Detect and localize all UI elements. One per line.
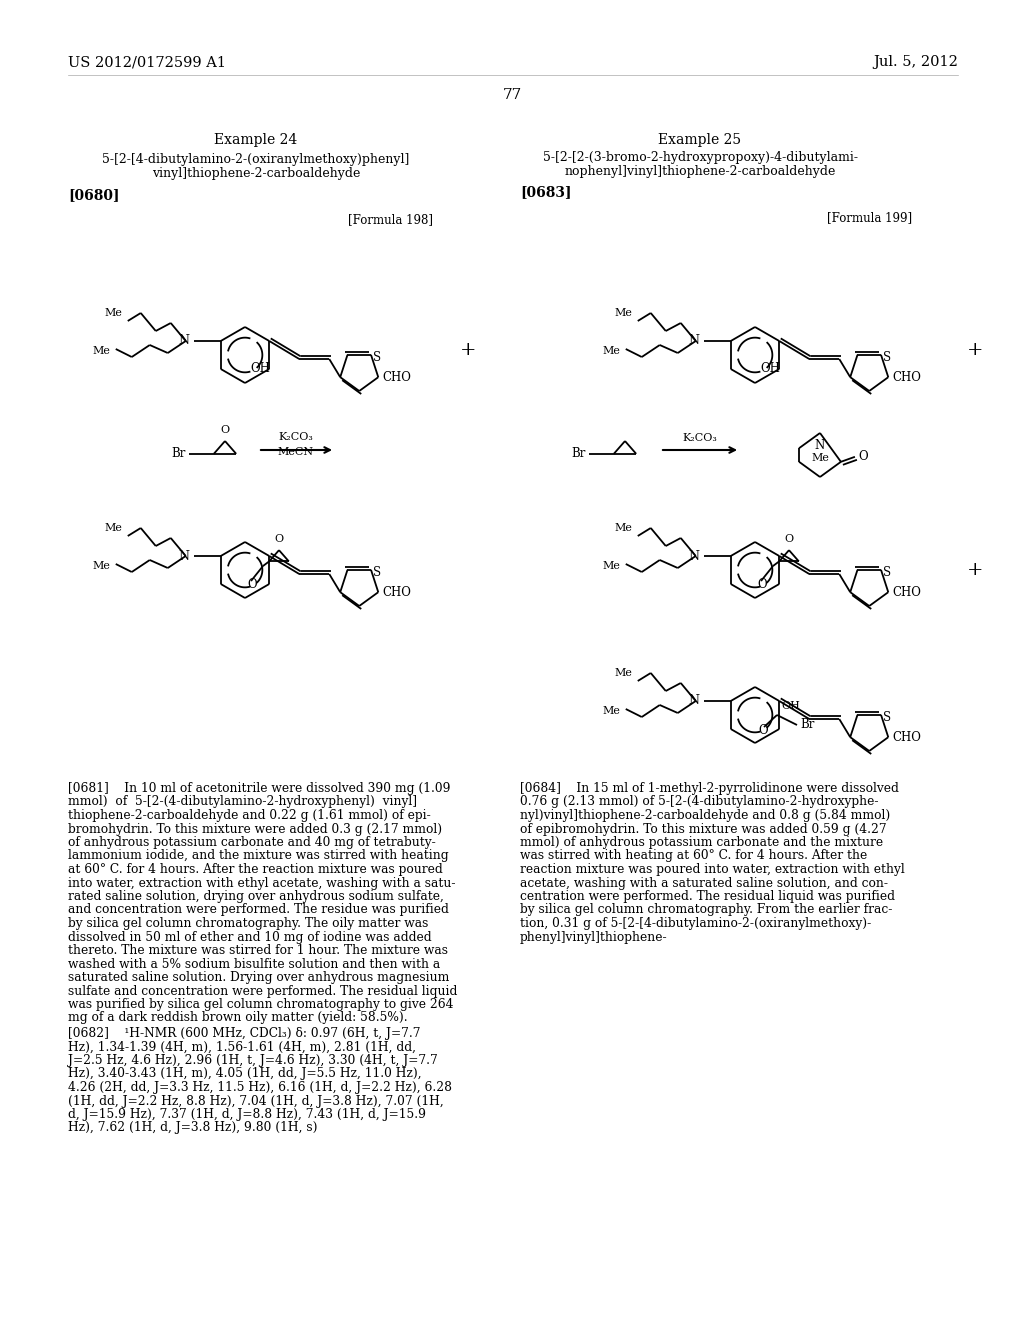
Text: vinyl]thiophene-2-carboaldehyde: vinyl]thiophene-2-carboaldehyde: [152, 168, 360, 181]
Text: [0681]    In 10 ml of acetonitrile were dissolved 390 mg (1.09: [0681] In 10 ml of acetonitrile were dis…: [68, 781, 451, 795]
Text: (1H, dd, J=2.2 Hz, 8.8 Hz), 7.04 (1H, d, J=3.8 Hz), 7.07 (1H,: (1H, dd, J=2.2 Hz, 8.8 Hz), 7.04 (1H, d,…: [68, 1094, 443, 1107]
Text: Me: Me: [614, 668, 633, 678]
Text: was stirred with heating at 60° C. for 4 hours. After the: was stirred with heating at 60° C. for 4…: [520, 850, 867, 862]
Text: Hz), 7.62 (1H, d, J=3.8 Hz), 9.80 (1H, s): Hz), 7.62 (1H, d, J=3.8 Hz), 9.80 (1H, s…: [68, 1122, 317, 1134]
Text: OH: OH: [760, 363, 780, 375]
Text: Me: Me: [104, 523, 123, 533]
Text: MeCN: MeCN: [278, 447, 314, 457]
Text: +: +: [967, 341, 983, 359]
Text: S: S: [883, 711, 891, 725]
Text: O: O: [247, 578, 257, 590]
Text: US 2012/0172599 A1: US 2012/0172599 A1: [68, 55, 226, 69]
Text: rated saline solution, drying over anhydrous sodium sulfate,: rated saline solution, drying over anhyd…: [68, 890, 443, 903]
Text: O: O: [220, 425, 229, 436]
Text: thereto. The mixture was stirred for 1 hour. The mixture was: thereto. The mixture was stirred for 1 h…: [68, 944, 449, 957]
Text: Br: Br: [171, 447, 185, 461]
Text: acetate, washing with a saturated saline solution, and con-: acetate, washing with a saturated saline…: [520, 876, 888, 890]
Text: centration were performed. The residual liquid was purified: centration were performed. The residual …: [520, 890, 895, 903]
Text: by silica gel column chromatography. The oily matter was: by silica gel column chromatography. The…: [68, 917, 428, 931]
Text: was purified by silica gel column chromatography to give 264: was purified by silica gel column chroma…: [68, 998, 454, 1011]
Text: K₂CO₃: K₂CO₃: [683, 433, 718, 444]
Text: mmol)  of  5-[2-(4-dibutylamino-2-hydroxyphenyl)  vinyl]: mmol) of 5-[2-(4-dibutylamino-2-hydroxyp…: [68, 796, 417, 808]
Text: N: N: [179, 334, 189, 347]
Text: and concentration were performed. The residue was purified: and concentration were performed. The re…: [68, 903, 449, 916]
Text: bromohydrin. To this mixture were added 0.3 g (2.17 mmol): bromohydrin. To this mixture were added …: [68, 822, 442, 836]
Text: S: S: [883, 351, 891, 364]
Text: phenyl]vinyl]thiophene-: phenyl]vinyl]thiophene-: [520, 931, 668, 944]
Text: washed with a 5% sodium bisulfite solution and then with a: washed with a 5% sodium bisulfite soluti…: [68, 957, 440, 970]
Text: K₂CO₃: K₂CO₃: [279, 432, 313, 442]
Text: +: +: [460, 341, 476, 359]
Text: Br: Br: [800, 718, 814, 731]
Text: 0.76 g (2.13 mmol) of 5-[2-(4-dibutylamino-2-hydroxyphe-: 0.76 g (2.13 mmol) of 5-[2-(4-dibutylami…: [520, 796, 879, 808]
Text: N: N: [689, 549, 699, 562]
Text: J=2.5 Hz, 4.6 Hz), 2.96 (1H, t, J=4.6 Hz), 3.30 (4H, t, J=7.7: J=2.5 Hz, 4.6 Hz), 2.96 (1H, t, J=4.6 Hz…: [68, 1053, 437, 1067]
Text: 77: 77: [503, 88, 521, 102]
Text: N: N: [689, 334, 699, 347]
Text: sulfate and concentration were performed. The residual liquid: sulfate and concentration were performed…: [68, 985, 458, 998]
Text: +: +: [967, 561, 983, 579]
Text: O: O: [858, 450, 867, 463]
Text: OH: OH: [781, 701, 800, 711]
Text: mmol) of anhydrous potassium carbonate and the mixture: mmol) of anhydrous potassium carbonate a…: [520, 836, 883, 849]
Text: saturated saline solution. Drying over anhydrous magnesium: saturated saline solution. Drying over a…: [68, 972, 450, 983]
Text: [0680]: [0680]: [68, 187, 120, 202]
Text: S: S: [373, 566, 381, 579]
Text: [Formula 199]: [Formula 199]: [827, 211, 912, 224]
Text: Me: Me: [93, 346, 111, 356]
Text: thiophene-2-carboaldehyde and 0.22 g (1.61 mmol) of epi-: thiophene-2-carboaldehyde and 0.22 g (1.…: [68, 809, 431, 822]
Text: CHO: CHO: [892, 731, 922, 743]
Text: lammonium iodide, and the mixture was stirred with heating: lammonium iodide, and the mixture was st…: [68, 850, 449, 862]
Text: S: S: [373, 351, 381, 364]
Text: of anhydrous potassium carbonate and 40 mg of tetrabuty-: of anhydrous potassium carbonate and 40 …: [68, 836, 436, 849]
Text: 5-[2-[4-dibutylamino-2-(oxiranylmethoxy)phenyl]: 5-[2-[4-dibutylamino-2-(oxiranylmethoxy)…: [102, 153, 410, 166]
Text: at 60° C. for 4 hours. After the reaction mixture was poured: at 60° C. for 4 hours. After the reactio…: [68, 863, 442, 876]
Text: by silica gel column chromatography. From the earlier frac-: by silica gel column chromatography. Fro…: [520, 903, 892, 916]
Text: Me: Me: [614, 523, 633, 533]
Text: [0683]: [0683]: [520, 185, 571, 199]
Text: 5-[2-[2-(3-bromo-2-hydroxypropoxy)-4-dibutylami-: 5-[2-[2-(3-bromo-2-hydroxypropoxy)-4-dib…: [543, 152, 857, 165]
Text: tion, 0.31 g of 5-[2-[4-dibutylamino-2-(oxiranylmethoxy)-: tion, 0.31 g of 5-[2-[4-dibutylamino-2-(…: [520, 917, 871, 931]
Text: O: O: [757, 578, 767, 590]
Text: mg of a dark reddish brown oily matter (yield: 58.5%).: mg of a dark reddish brown oily matter (…: [68, 1011, 408, 1024]
Text: Me: Me: [603, 706, 621, 715]
Text: Me: Me: [811, 453, 829, 463]
Text: Example 25: Example 25: [658, 133, 741, 147]
Text: d, J=15.9 Hz), 7.37 (1H, d, J=8.8 Hz), 7.43 (1H, d, J=15.9: d, J=15.9 Hz), 7.37 (1H, d, J=8.8 Hz), 7…: [68, 1107, 426, 1121]
Text: N: N: [179, 549, 189, 562]
Text: CHO: CHO: [892, 586, 922, 599]
Text: Example 24: Example 24: [214, 133, 298, 147]
Text: into water, extraction with ethyl acetate, washing with a satu-: into water, extraction with ethyl acetat…: [68, 876, 456, 890]
Text: O: O: [274, 535, 284, 544]
Text: of epibromohydrin. To this mixture was added 0.59 g (4.27: of epibromohydrin. To this mixture was a…: [520, 822, 887, 836]
Text: [0684]    In 15 ml of 1-methyl-2-pyrrolidinone were dissolved: [0684] In 15 ml of 1-methyl-2-pyrrolidin…: [520, 781, 899, 795]
Text: Me: Me: [603, 561, 621, 572]
Text: Me: Me: [93, 561, 111, 572]
Text: 4.26 (2H, dd, J=3.3 Hz, 11.5 Hz), 6.16 (1H, d, J=2.2 Hz), 6.28: 4.26 (2H, dd, J=3.3 Hz, 11.5 Hz), 6.16 (…: [68, 1081, 452, 1094]
Text: nophenyl]vinyl]thiophene-2-carboaldehyde: nophenyl]vinyl]thiophene-2-carboaldehyde: [564, 165, 836, 178]
Text: O: O: [758, 723, 768, 737]
Text: N: N: [689, 694, 699, 708]
Text: nyl)vinyl]thiophene-2-carboaldehyde and 0.8 g (5.84 mmol): nyl)vinyl]thiophene-2-carboaldehyde and …: [520, 809, 890, 822]
Text: Me: Me: [104, 308, 123, 318]
Text: OH: OH: [250, 363, 270, 375]
Text: reaction mixture was poured into water, extraction with ethyl: reaction mixture was poured into water, …: [520, 863, 905, 876]
Text: O: O: [784, 535, 794, 544]
Text: Hz), 1.34-1.39 (4H, m), 1.56-1.61 (4H, m), 2.81 (1H, dd,: Hz), 1.34-1.39 (4H, m), 1.56-1.61 (4H, m…: [68, 1040, 416, 1053]
Text: CHO: CHO: [892, 371, 922, 384]
Text: Me: Me: [614, 308, 633, 318]
Text: Hz), 3.40-3.43 (1H, m), 4.05 (1H, dd, J=5.5 Hz, 11.0 Hz),: Hz), 3.40-3.43 (1H, m), 4.05 (1H, dd, J=…: [68, 1068, 422, 1081]
Text: [0682]    ¹H-NMR (600 MHz, CDCl₃) δ: 0.97 (6H, t, J=7.7: [0682] ¹H-NMR (600 MHz, CDCl₃) δ: 0.97 (…: [68, 1027, 421, 1040]
Text: Jul. 5, 2012: Jul. 5, 2012: [873, 55, 958, 69]
Text: dissolved in 50 ml of ether and 10 mg of iodine was added: dissolved in 50 ml of ether and 10 mg of…: [68, 931, 432, 944]
Text: Br: Br: [571, 447, 586, 461]
Text: CHO: CHO: [382, 371, 412, 384]
Text: [Formula 198]: [Formula 198]: [347, 214, 432, 227]
Text: CHO: CHO: [382, 586, 412, 599]
Text: S: S: [883, 566, 891, 579]
Text: Me: Me: [603, 346, 621, 356]
Text: N: N: [815, 440, 825, 451]
